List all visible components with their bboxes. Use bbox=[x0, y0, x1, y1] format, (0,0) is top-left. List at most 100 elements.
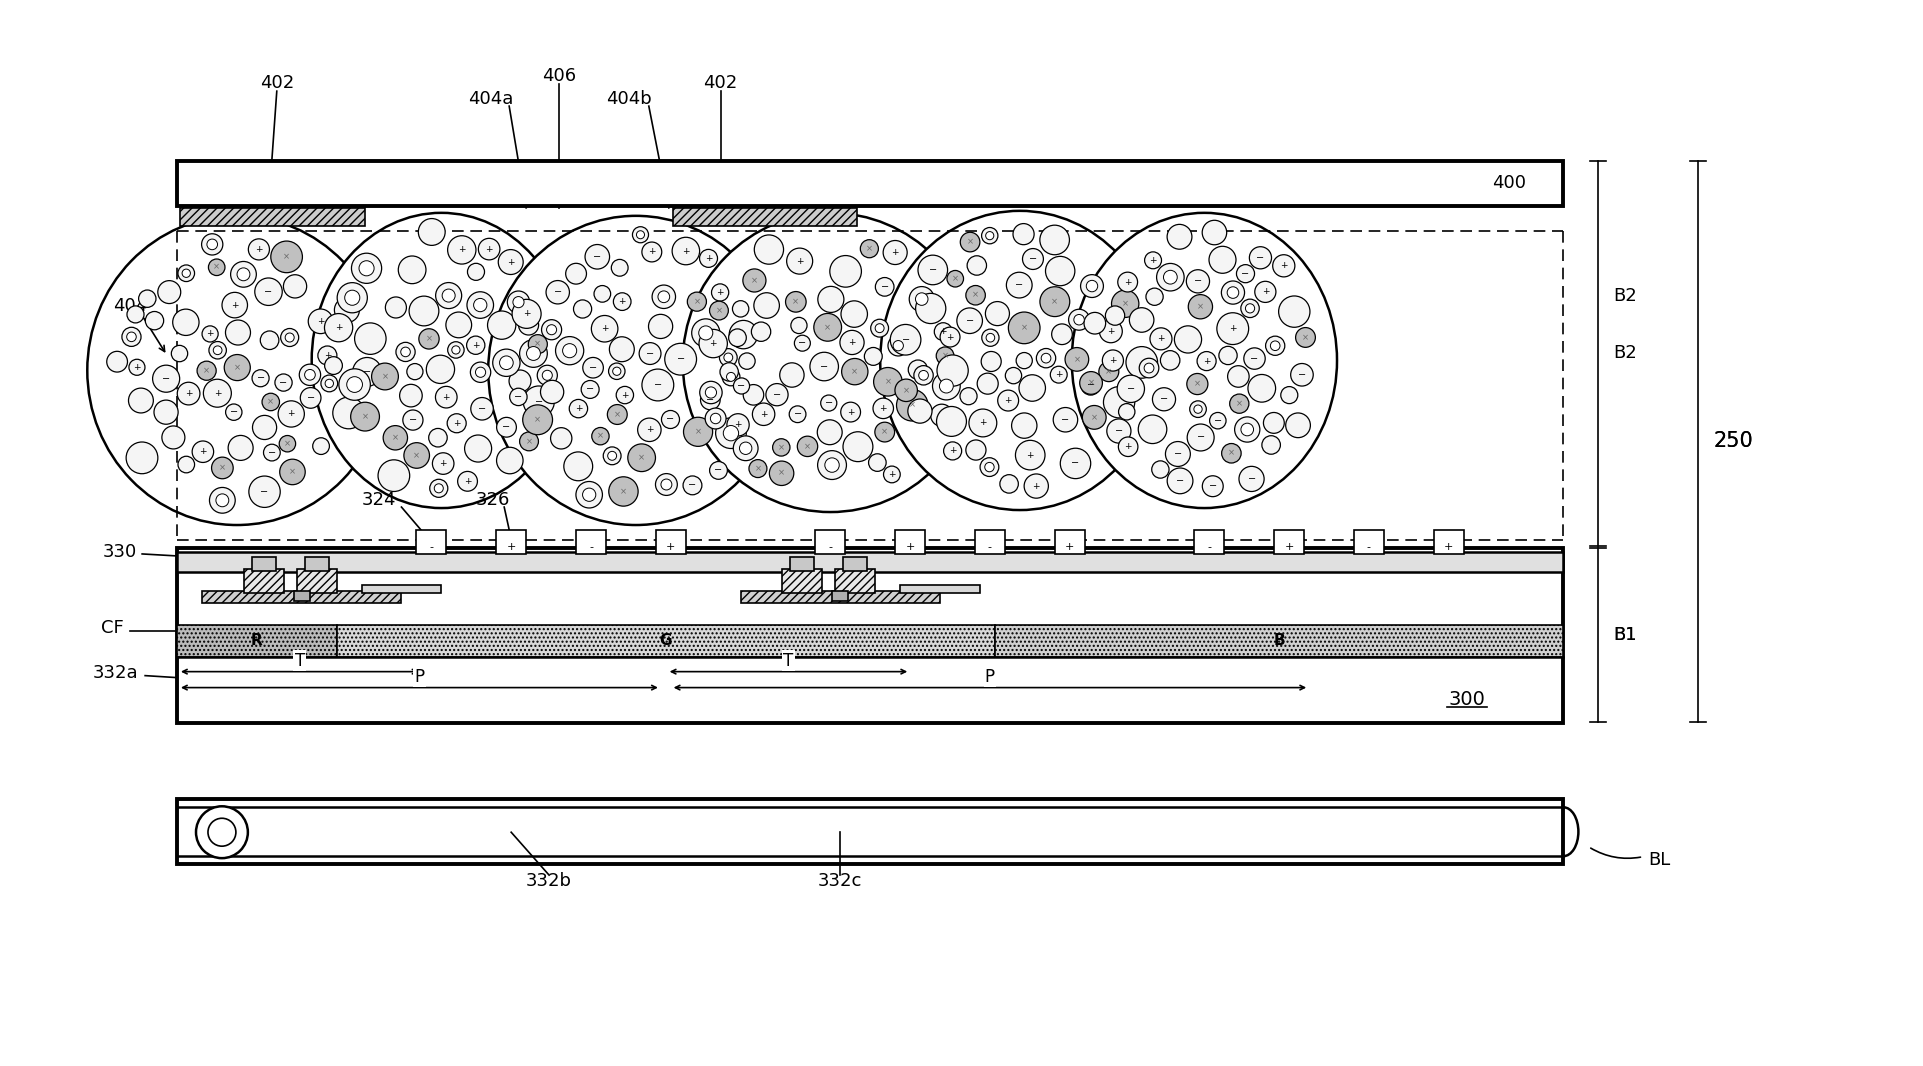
Text: ×: × bbox=[285, 439, 290, 448]
Circle shape bbox=[1156, 263, 1183, 291]
Circle shape bbox=[1244, 304, 1254, 313]
Circle shape bbox=[127, 442, 158, 473]
Circle shape bbox=[562, 343, 577, 358]
Circle shape bbox=[581, 381, 598, 399]
Circle shape bbox=[875, 277, 894, 296]
Circle shape bbox=[542, 370, 552, 381]
Circle shape bbox=[1050, 367, 1067, 383]
Text: −: − bbox=[1086, 381, 1094, 390]
Circle shape bbox=[467, 292, 494, 319]
Circle shape bbox=[1081, 275, 1104, 297]
Circle shape bbox=[700, 382, 721, 404]
Ellipse shape bbox=[488, 215, 783, 526]
Circle shape bbox=[610, 337, 635, 361]
Circle shape bbox=[513, 296, 523, 308]
Text: ×: × bbox=[902, 386, 910, 394]
Text: −: − bbox=[263, 287, 273, 296]
Circle shape bbox=[496, 418, 515, 437]
Text: 402: 402 bbox=[260, 75, 294, 92]
Circle shape bbox=[325, 357, 342, 374]
Text: +: + bbox=[906, 542, 913, 552]
Text: −: − bbox=[554, 287, 562, 297]
Circle shape bbox=[637, 418, 662, 441]
Bar bbox=[362, 585, 440, 593]
Text: +: + bbox=[617, 297, 625, 306]
Circle shape bbox=[208, 239, 217, 249]
Circle shape bbox=[350, 402, 379, 431]
Text: 326: 326 bbox=[475, 491, 510, 510]
Text: +: + bbox=[648, 247, 656, 257]
Text: ×: × bbox=[940, 352, 948, 360]
Circle shape bbox=[721, 368, 740, 386]
Text: +: + bbox=[879, 404, 887, 413]
Circle shape bbox=[863, 348, 883, 366]
Circle shape bbox=[946, 271, 963, 287]
Circle shape bbox=[496, 448, 523, 473]
Circle shape bbox=[154, 400, 179, 424]
Text: −: − bbox=[646, 349, 654, 358]
Circle shape bbox=[1188, 401, 1206, 418]
Circle shape bbox=[344, 290, 360, 305]
Text: −: − bbox=[902, 335, 910, 344]
Circle shape bbox=[285, 333, 294, 342]
Circle shape bbox=[512, 300, 540, 328]
Circle shape bbox=[537, 366, 558, 386]
Text: T: T bbox=[294, 651, 304, 669]
Text: ×: × bbox=[1121, 300, 1129, 308]
Text: +: + bbox=[1229, 324, 1236, 334]
Circle shape bbox=[765, 384, 788, 406]
Circle shape bbox=[325, 313, 352, 342]
Circle shape bbox=[519, 432, 538, 451]
Bar bbox=[177, 548, 1563, 723]
Circle shape bbox=[229, 435, 254, 461]
Circle shape bbox=[1073, 314, 1085, 325]
Text: +: + bbox=[888, 470, 896, 479]
Text: −: − bbox=[1061, 415, 1069, 424]
Text: −: − bbox=[792, 409, 802, 419]
Circle shape bbox=[710, 462, 727, 480]
Circle shape bbox=[1227, 287, 1238, 298]
Text: ×: × bbox=[288, 468, 296, 477]
Circle shape bbox=[608, 477, 638, 506]
Circle shape bbox=[683, 417, 712, 447]
Circle shape bbox=[204, 379, 231, 407]
Text: ×: × bbox=[425, 335, 433, 343]
Circle shape bbox=[435, 282, 462, 308]
Circle shape bbox=[637, 230, 644, 239]
Text: −: − bbox=[535, 397, 542, 406]
Text: ×: × bbox=[792, 297, 798, 306]
Text: −: − bbox=[229, 407, 238, 417]
Bar bbox=[496, 530, 525, 554]
Circle shape bbox=[352, 254, 381, 284]
Circle shape bbox=[396, 342, 415, 361]
Circle shape bbox=[890, 324, 921, 355]
Circle shape bbox=[152, 366, 179, 392]
Circle shape bbox=[977, 373, 998, 394]
Text: +: + bbox=[600, 324, 608, 334]
Circle shape bbox=[1083, 405, 1106, 430]
Circle shape bbox=[960, 232, 979, 252]
Text: ×: × bbox=[971, 291, 979, 300]
Text: −: − bbox=[587, 385, 594, 394]
Circle shape bbox=[1052, 324, 1071, 344]
Circle shape bbox=[787, 248, 812, 274]
Circle shape bbox=[883, 241, 908, 264]
Text: +: + bbox=[231, 301, 238, 309]
Circle shape bbox=[1138, 415, 1165, 443]
Circle shape bbox=[1202, 475, 1223, 497]
Circle shape bbox=[202, 326, 217, 342]
Circle shape bbox=[1173, 326, 1202, 353]
Text: ×: × bbox=[213, 263, 219, 272]
Bar bbox=[815, 530, 844, 554]
Text: B2: B2 bbox=[1613, 344, 1636, 362]
Circle shape bbox=[1106, 306, 1125, 325]
Bar bbox=[415, 530, 446, 554]
Text: -: - bbox=[1365, 542, 1371, 552]
Circle shape bbox=[1167, 468, 1192, 494]
Circle shape bbox=[871, 319, 888, 337]
Text: −: − bbox=[1196, 433, 1204, 442]
Text: +: + bbox=[508, 258, 513, 266]
Circle shape bbox=[508, 291, 529, 313]
Text: +: + bbox=[710, 339, 717, 349]
Circle shape bbox=[419, 328, 438, 349]
